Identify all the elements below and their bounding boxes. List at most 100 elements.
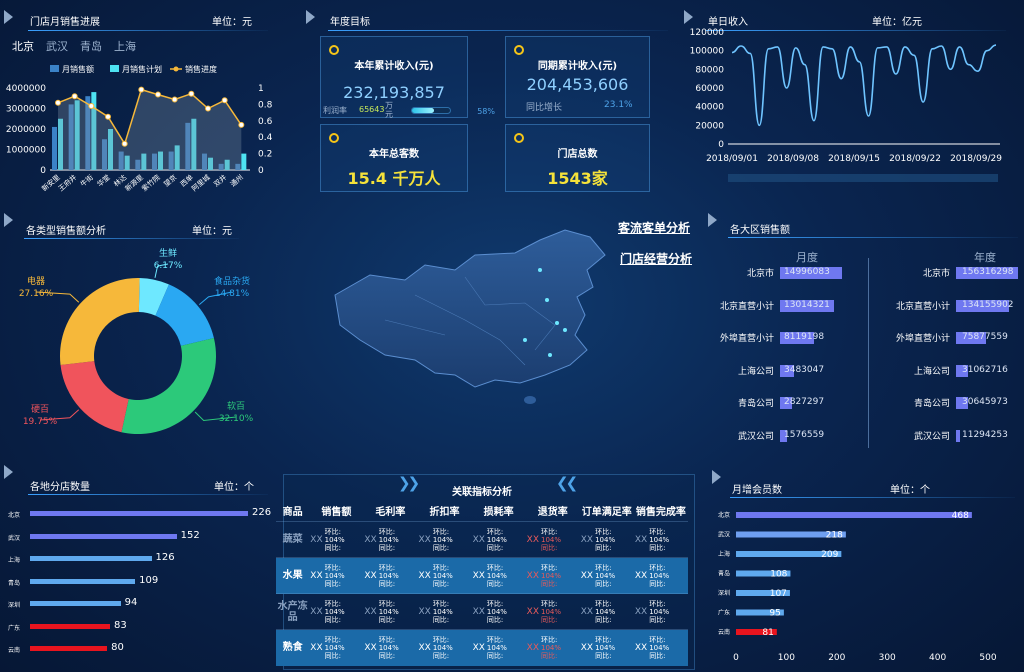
donut-slice[interactable]: [60, 361, 129, 433]
branch-bar[interactable]: [30, 646, 108, 651]
double-chevron-right-icon: ❯❯: [398, 474, 420, 492]
branch-bar[interactable]: [30, 578, 136, 584]
map-marker[interactable]: [555, 321, 559, 325]
member-bar[interactable]: [736, 609, 784, 616]
map-china-shape: [334, 229, 606, 388]
bar-sales[interactable]: [168, 151, 174, 170]
tab-city-qingdao[interactable]: 青岛: [80, 40, 102, 53]
donut-slice[interactable]: [121, 338, 216, 434]
metrics-cell: XX 环比: 104% 同比:: [526, 630, 580, 666]
metrics-hb-label: 环比:: [432, 563, 450, 572]
region-bar-year[interactable]: [956, 364, 969, 377]
map-marker[interactable]: [563, 328, 567, 332]
bar-sales[interactable]: [218, 163, 224, 170]
bar-sales[interactable]: [202, 153, 207, 170]
donut-slice[interactable]: [138, 278, 169, 316]
metrics-tb-label: 同比:: [432, 615, 450, 624]
double-chevron-left-icon: ❮❮: [556, 474, 578, 492]
tab-city-wuhan[interactable]: 武汉: [46, 40, 68, 53]
map-marker[interactable]: [548, 353, 552, 357]
region-bar-month[interactable]: [780, 267, 842, 279]
bar-sales[interactable]: [235, 163, 241, 170]
link-traffic-analysis[interactable]: 客流客单分析: [618, 221, 691, 235]
bar-sales[interactable]: [52, 126, 57, 170]
member-bar[interactable]: [736, 512, 972, 518]
metrics-cell-value: XX: [418, 535, 431, 545]
branch-bar[interactable]: [30, 623, 111, 629]
metrics-tb-label: 同比:: [541, 615, 558, 624]
bar-sales[interactable]: [68, 104, 74, 170]
tab-city-shanghai[interactable]: 上海: [114, 40, 136, 53]
progress-point[interactable]: [71, 93, 78, 100]
bar-plan[interactable]: [74, 100, 80, 170]
region-bar-month[interactable]: [780, 364, 795, 377]
label-leader-line: [194, 411, 237, 421]
bar-sales[interactable]: [118, 151, 124, 170]
region-bar-year[interactable]: [956, 332, 987, 344]
progress-point[interactable]: [188, 90, 195, 97]
region-bar-year[interactable]: [956, 429, 961, 442]
region-bar-year[interactable]: [956, 299, 1010, 312]
donut-slice[interactable]: [60, 278, 140, 366]
metrics-hb-label: 环比:: [486, 599, 504, 608]
bar-sales[interactable]: [152, 153, 157, 170]
bar-sales[interactable]: [135, 159, 141, 170]
bar-plan[interactable]: [174, 145, 180, 170]
member-bar[interactable]: [736, 551, 842, 557]
region-bar-month[interactable]: [780, 299, 834, 312]
metrics-cell: XX 环比: 104% 同比:: [309, 630, 363, 666]
metrics-cell-value: XX: [472, 535, 485, 545]
progress-point[interactable]: [155, 91, 161, 98]
branch-bar[interactable]: [30, 556, 152, 561]
member-bar[interactable]: [736, 570, 791, 577]
progress-point[interactable]: [221, 97, 228, 104]
region-bar-year[interactable]: [956, 397, 969, 409]
bar-plan[interactable]: [58, 118, 63, 170]
region-title: 各大区销售额: [730, 225, 790, 236]
progress-point[interactable]: [205, 105, 211, 112]
bar-sales[interactable]: [185, 122, 191, 170]
bar-plan[interactable]: [191, 118, 197, 170]
progress-point[interactable]: [88, 103, 95, 110]
title-underline: [328, 30, 668, 31]
progress-point[interactable]: [55, 99, 61, 106]
region-bar-month[interactable]: [780, 332, 814, 344]
metrics-cell: XX 环比: 104% 同比:: [580, 522, 634, 558]
bar-plan[interactable]: [108, 129, 113, 170]
bar-plan[interactable]: [124, 155, 130, 170]
bar-sales[interactable]: [85, 96, 91, 170]
bar-plan[interactable]: [158, 151, 163, 170]
progress-point[interactable]: [105, 113, 111, 120]
kpi-card-last-year: 同期累计收入(元) 204,453,606 同比增长 23.1%: [505, 36, 650, 118]
member-bar[interactable]: [736, 531, 846, 538]
region-name: 北京直营小计: [895, 301, 950, 312]
member-bar[interactable]: [736, 629, 777, 635]
bar-plan[interactable]: [141, 153, 147, 170]
map-marker[interactable]: [545, 298, 549, 302]
region-bar-month[interactable]: [780, 429, 787, 442]
map-marker[interactable]: [523, 338, 527, 342]
bar-plan[interactable]: [91, 92, 97, 170]
branch-bar[interactable]: [30, 601, 121, 606]
bar-plan[interactable]: [241, 153, 247, 170]
bar-plan[interactable]: [208, 157, 213, 170]
map-marker[interactable]: [538, 268, 542, 272]
link-store-analysis[interactable]: 门店经营分析: [620, 252, 693, 266]
progress-point[interactable]: [171, 96, 178, 103]
metrics-hb-label: 环比:: [486, 635, 504, 644]
region-bar-month[interactable]: [780, 397, 792, 409]
branch-bar[interactable]: [30, 511, 248, 516]
progress-point[interactable]: [238, 121, 245, 128]
branch-bar[interactable]: [30, 533, 177, 539]
region-bar-year[interactable]: [956, 267, 1018, 279]
member-bar[interactable]: [736, 590, 790, 596]
bar-sales[interactable]: [102, 139, 107, 170]
metrics-cell: XX 环比: 104% 同比:: [417, 594, 471, 630]
tab-city-beijing[interactable]: 北京: [12, 40, 34, 53]
progress-point[interactable]: [121, 140, 128, 147]
progress-point[interactable]: [138, 86, 145, 93]
zoom-slider[interactable]: [728, 174, 998, 182]
donut-slice[interactable]: [155, 284, 214, 346]
x-tick-label: 2018/09/15: [828, 154, 880, 164]
bar-plan[interactable]: [224, 159, 230, 170]
